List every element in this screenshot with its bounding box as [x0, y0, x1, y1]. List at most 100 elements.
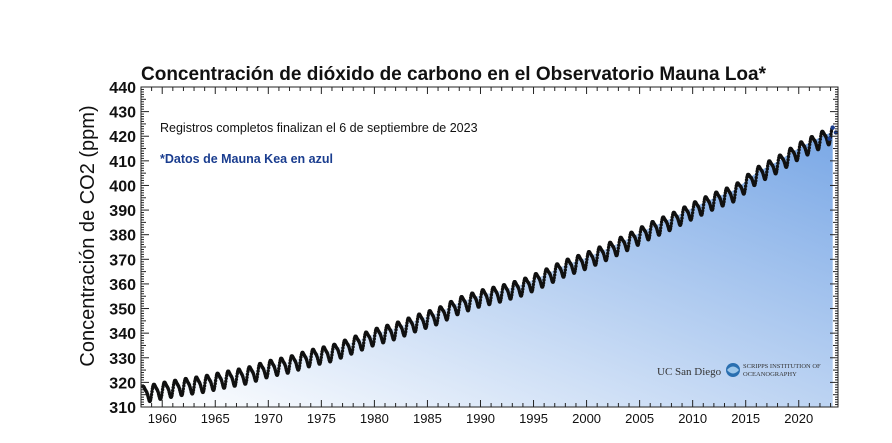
data-point	[160, 390, 164, 395]
data-point	[690, 211, 695, 215]
data-point	[394, 328, 398, 332]
data-point	[531, 282, 536, 287]
data-point	[160, 387, 165, 392]
data-point	[648, 227, 653, 232]
data-point	[584, 260, 589, 265]
data-point	[818, 137, 822, 141]
x-tick-label: 1970	[254, 411, 283, 426]
data-point	[594, 259, 599, 263]
x-tick-label: 2000	[572, 411, 601, 426]
data-point	[786, 158, 790, 162]
data-point	[191, 388, 196, 392]
data-point	[764, 173, 769, 177]
ucsd-logo-text: UC San Diego	[657, 366, 722, 378]
data-point	[488, 298, 493, 303]
data-point	[808, 142, 812, 147]
data-point	[267, 366, 271, 370]
data-point-mauna-kea	[827, 136, 832, 141]
data-point	[224, 379, 228, 384]
data-point	[563, 268, 567, 272]
data-point	[584, 263, 588, 267]
data-point	[234, 380, 238, 384]
data-point	[712, 201, 716, 205]
data-point	[287, 364, 292, 369]
data-point	[202, 384, 207, 388]
data-point	[297, 364, 302, 368]
data-point	[807, 148, 811, 153]
data-point	[192, 382, 197, 386]
y-tick-label: 430	[109, 105, 136, 122]
data-point	[626, 244, 631, 248]
data-point	[489, 296, 493, 300]
data-point	[223, 382, 227, 386]
data-point	[340, 352, 344, 356]
x-tick-label: 2020	[784, 411, 813, 426]
x-tick-label: 1975	[307, 411, 336, 426]
data-point	[701, 203, 706, 207]
data-point	[775, 164, 780, 169]
x-tick-label: 1960	[148, 411, 177, 426]
data-point	[531, 285, 535, 290]
data-point	[541, 281, 546, 285]
data-point	[723, 194, 727, 198]
x-ticks: 1960 1965 1970 1975 1980 1985 1990 1995 2000 2005…	[140, 87, 832, 426]
data-point	[287, 367, 291, 371]
data-point	[298, 358, 303, 362]
data-point	[244, 378, 249, 382]
data-point	[213, 378, 218, 383]
data-point	[627, 241, 631, 245]
data-point	[638, 233, 642, 237]
data-point	[785, 161, 790, 165]
y-axis-label: Concentración de CO2 (ppm)	[77, 105, 99, 366]
x-tick-label: 1965	[201, 411, 230, 426]
data-point	[329, 356, 334, 360]
data-point	[202, 386, 206, 391]
data-point	[743, 187, 747, 191]
data-point	[372, 337, 376, 341]
data-point	[744, 178, 749, 182]
data-point	[829, 132, 833, 136]
data-point	[499, 293, 504, 297]
data-point	[170, 391, 174, 396]
data-point	[288, 361, 292, 365]
data-point	[553, 270, 557, 274]
data-point	[309, 358, 313, 362]
y-tick-label: 410	[109, 154, 136, 171]
data-point	[616, 246, 620, 250]
data-point	[425, 319, 429, 323]
data-point	[256, 369, 260, 373]
data-point	[658, 229, 662, 233]
data-point	[680, 213, 685, 217]
y-tick-label: 310	[109, 400, 136, 417]
data-point	[510, 290, 514, 294]
data-point	[213, 384, 217, 389]
data-point	[606, 251, 610, 256]
scripps-logo: SCRIPPS INSTITUTION OF OCEANOGRAPHY	[726, 363, 821, 378]
data-point	[383, 331, 388, 335]
data-point	[553, 273, 557, 277]
data-point	[690, 214, 694, 218]
data-point	[393, 334, 397, 338]
data-point	[393, 331, 398, 335]
data-point	[765, 167, 769, 171]
data-point	[350, 348, 355, 352]
y-tick-label: 390	[109, 203, 136, 220]
data-point	[224, 376, 228, 381]
data-point	[775, 167, 779, 172]
area-fill	[143, 131, 833, 407]
data-point	[415, 323, 419, 327]
data-point	[744, 181, 748, 185]
data-point	[711, 204, 715, 208]
data-point	[372, 340, 376, 344]
y-ticks: 310 320 330 340 350 360 370 380 390 400 410 420 430 4…	[109, 80, 838, 417]
data-point	[383, 334, 387, 338]
y-tick-label: 320	[109, 375, 136, 392]
y-tick-label: 380	[109, 228, 136, 245]
data-point	[479, 295, 483, 299]
data-point	[722, 197, 727, 201]
data-point	[520, 290, 525, 294]
data-point	[659, 223, 663, 227]
data-point	[617, 243, 621, 247]
data-point	[467, 304, 471, 309]
